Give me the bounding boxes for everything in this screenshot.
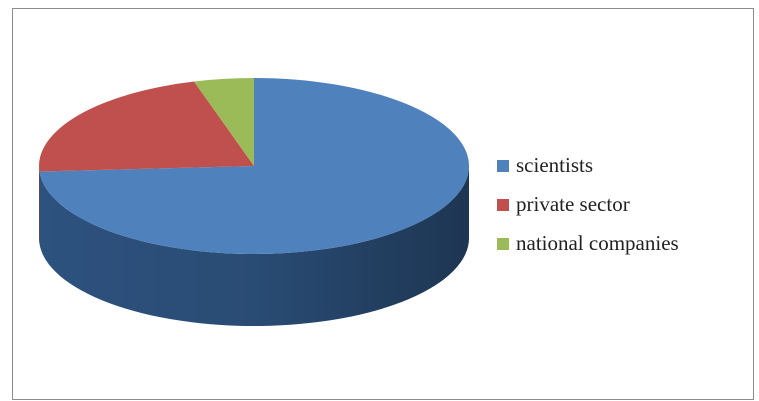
pie-slices — [38, 78, 469, 255]
pie-slice-scientists — [39, 78, 469, 255]
legend-swatch-scientists — [497, 159, 509, 172]
legend-label-national-companies: national companies — [516, 231, 679, 255]
legend-swatch-national-companies — [497, 237, 509, 250]
legend: scientists private sector national compa… — [497, 146, 679, 263]
legend-swatch-private-sector — [497, 198, 509, 211]
pie-sides — [39, 166, 469, 326]
legend-item-scientists: scientists — [497, 146, 679, 185]
pie-slice-national-companies — [194, 78, 254, 166]
pie-slice-private-sector — [38, 81, 254, 172]
pie-side-shading-scientists — [39, 166, 469, 326]
legend-label-scientists: scientists — [516, 153, 593, 177]
legend-item-national-companies: national companies — [497, 224, 679, 263]
legend-label-private-sector: private sector — [516, 192, 630, 216]
legend-item-private-sector: private sector — [497, 185, 679, 224]
